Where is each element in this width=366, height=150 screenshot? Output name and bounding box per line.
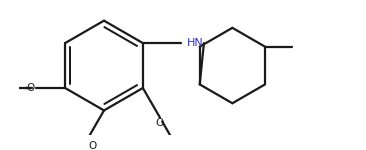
Text: HN: HN <box>187 38 203 48</box>
Text: methoxy: methoxy <box>0 149 1 150</box>
Text: O: O <box>26 83 34 93</box>
Text: O: O <box>89 141 97 150</box>
Text: O: O <box>155 118 163 128</box>
